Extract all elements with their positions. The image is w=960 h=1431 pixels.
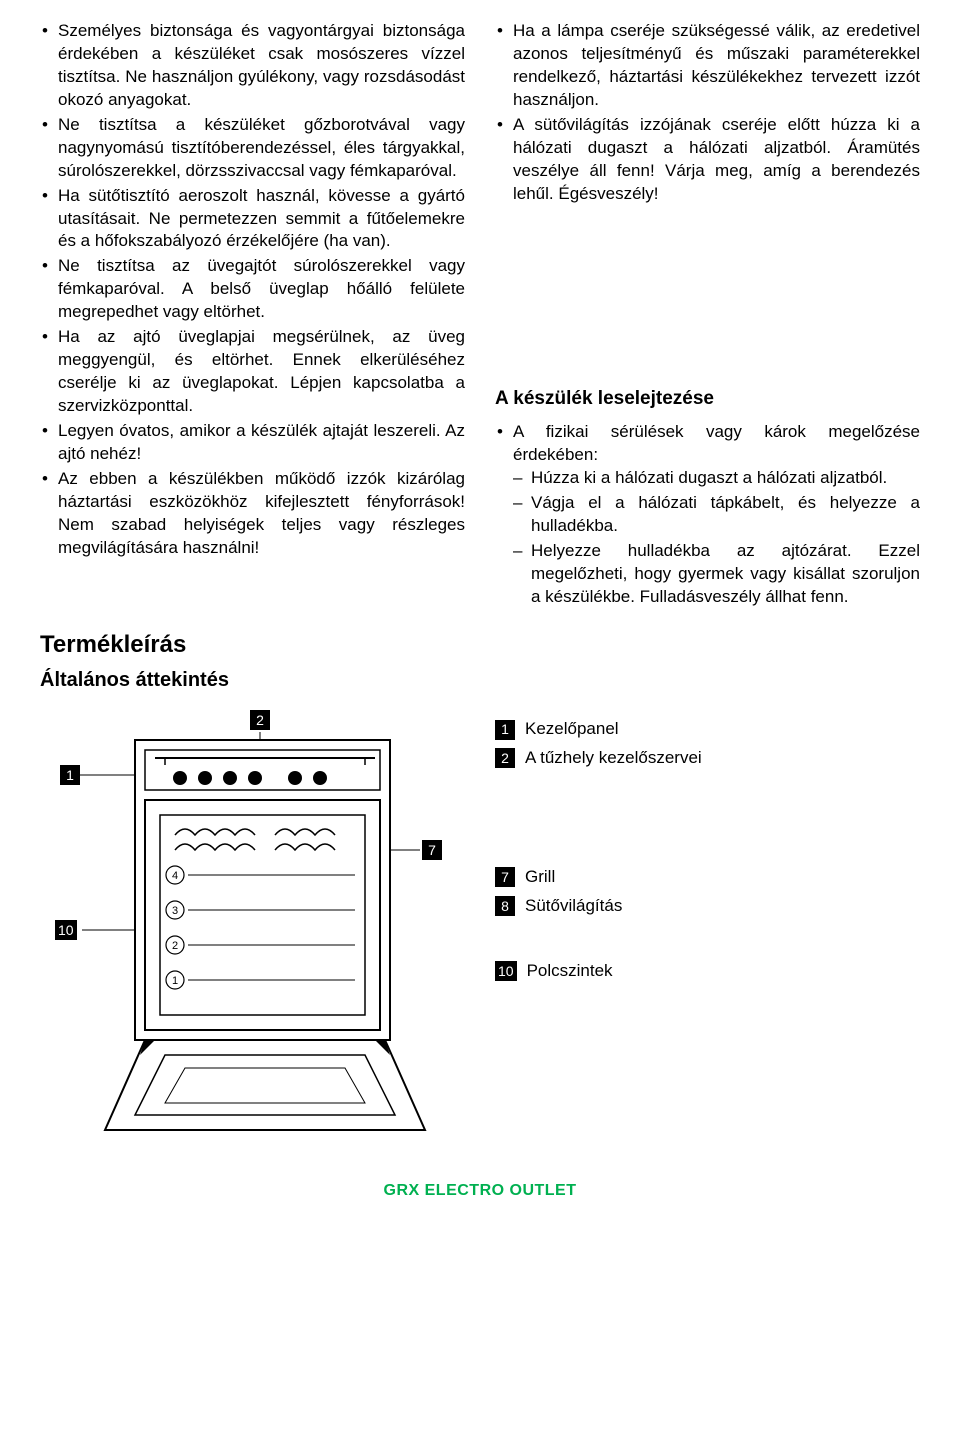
legend-number: 7 [495,867,515,887]
legend-row: 8 Sütővilágítás [495,895,920,918]
legend-column: 1 Kezelőpanel 2 A tűzhely kezelőszervei … [495,710,920,1150]
svg-text:4: 4 [172,870,178,882]
two-column-text: Személyes biztonsága és vagyontárgyai bi… [40,20,920,611]
svg-text:1: 1 [172,975,178,987]
bullet-item: Ne tisztítsa a készüléket gőzborotvával … [40,114,465,183]
svg-text:3: 3 [172,905,178,917]
bullet-item: A sütővilágítás izzójának cseréje előtt … [495,114,920,206]
bullet-item: Az ebben a készülékben működő izzók ki­z… [40,468,465,560]
sub-item: Húzza ki a hálózati dugaszt a hálózati a… [513,467,920,490]
disposal-heading: A készülék leselejtezése [495,386,920,412]
legend-row: 2 A tűzhely kezelőszervei [495,747,920,770]
callout-10: 10 [55,920,77,940]
bullet-item: Ha a lámpa cseréje szükségessé válik, az… [495,20,920,112]
footer-brand: GRX ELECTRO OUTLET [40,1180,920,1202]
legend-row: 1 Kezelőpanel [495,718,920,741]
legend-number: 8 [495,896,515,916]
oven-diagram: 2 1 7 10 [40,710,465,1150]
legend-row: 7 Grill [495,866,920,889]
overview-heading: Általános áttekintés [40,667,920,694]
legend-label: A tűzhely kezelőszervei [525,747,702,770]
legend-number: 10 [495,961,517,981]
product-overview-section: 2 1 7 10 [40,710,920,1150]
sub-item: Vágja el a hálózati tápkábelt, és helyez… [513,492,920,538]
svg-text:2: 2 [172,940,178,952]
bullet-item: Ne tisztítsa az üvegajtót súrolószerekke… [40,255,465,324]
right-bullet-list-top: Ha a lámpa cseréje szükségessé válik, az… [495,20,920,206]
legend-label: Kezelőpanel [525,718,619,741]
left-bullet-list: Személyes biztonsága és vagyontárgyai bi… [40,20,465,560]
legend-label: Sütővilágítás [525,895,622,918]
bullet-item: Ha az ajtó üveglapjai megsérülnek, az üv… [40,326,465,418]
disposal-bullet: A fizikai sérülések vagy károk megelőzés… [495,421,920,609]
left-column: Személyes biztonsága és vagyontárgyai bi… [40,20,465,611]
callout-7: 7 [422,840,442,860]
legend-number: 1 [495,720,515,740]
disposal-sub-list: Húzza ki a hálózati dugaszt a hálózati a… [513,467,920,609]
legend-number: 2 [495,748,515,768]
oven-svg: 4 3 2 1 [40,710,460,1150]
callout-1: 1 [60,765,80,785]
product-description-heading: Termékleírás [40,629,920,661]
callout-2: 2 [250,710,270,730]
right-column: Ha a lámpa cseréje szükségessé válik, az… [495,20,920,611]
disposal-intro: A fizikai sérülések vagy károk megelőzés… [513,422,920,464]
legend-label: Grill [525,866,555,889]
sub-item: Helyezze hulladékba az ajtózárat. Ezzel … [513,540,920,609]
bullet-item: Legyen óvatos, amikor a készülék ajtaját… [40,420,465,466]
bullet-item: Ha sütőtisztító aeroszolt használ, köves… [40,185,465,254]
bullet-item: Személyes biztonsága és vagyontárgyai bi… [40,20,465,112]
legend-label: Polcszintek [527,960,613,983]
legend-row: 10 Polcszintek [495,960,920,983]
bullet-item: A fizikai sérülések vagy károk megelőzés… [495,421,920,609]
